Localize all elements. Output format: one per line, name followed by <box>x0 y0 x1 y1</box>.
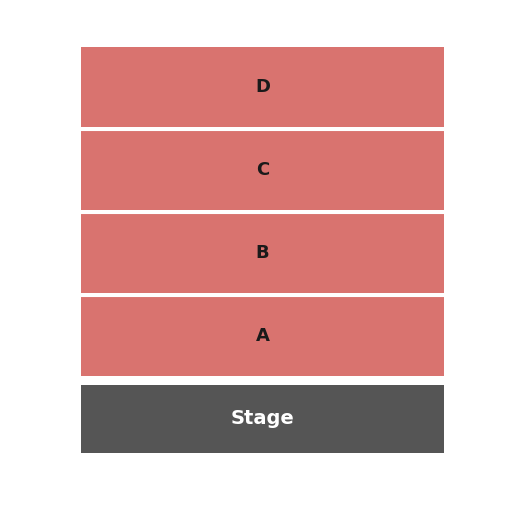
Text: C: C <box>256 161 269 179</box>
Text: B: B <box>256 244 269 262</box>
Bar <box>81 385 444 453</box>
Bar <box>81 130 444 210</box>
Bar <box>81 47 444 127</box>
Text: A: A <box>256 327 269 345</box>
Bar <box>81 213 444 293</box>
Bar <box>81 296 444 376</box>
Text: D: D <box>255 78 270 96</box>
Text: Stage: Stage <box>230 410 295 428</box>
